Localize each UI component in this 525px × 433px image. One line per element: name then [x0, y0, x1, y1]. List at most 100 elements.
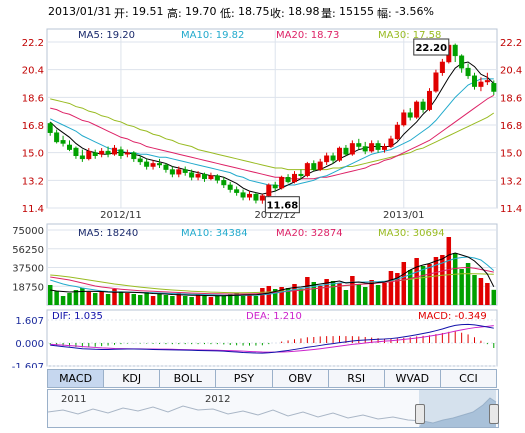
- low-label: 低:: [220, 7, 235, 20]
- navigator-sparkline: [48, 397, 497, 427]
- candle-body: [182, 169, 188, 173]
- date-axis-label: 2012/11: [100, 210, 142, 221]
- volume-bar: [260, 288, 265, 305]
- volume-tick: 18750: [12, 282, 44, 293]
- time-navigator[interactable]: 2011 2012: [47, 389, 499, 428]
- candle-body: [253, 193, 259, 201]
- candle-body: [67, 144, 72, 150]
- tab-obv[interactable]: OBV: [271, 369, 328, 388]
- high-value: 19.70: [185, 5, 217, 18]
- min-price-box: [264, 196, 300, 214]
- candle-body: [465, 67, 471, 77]
- candle-body: [285, 177, 291, 183]
- high-label: 高:: [167, 7, 182, 20]
- price-tick-left: 16.8: [22, 121, 44, 132]
- candle-body: [73, 147, 79, 156]
- price-tick-right: 18.6: [500, 93, 522, 104]
- price-tick-right: 15.0: [500, 149, 522, 160]
- volume-bar: [182, 296, 188, 305]
- volume-legend-ma30: MA30: 30694: [378, 228, 445, 239]
- candle-body: [394, 124, 400, 140]
- candle-body: [491, 83, 497, 92]
- navigator-year-2012: 2012: [205, 394, 231, 405]
- volume-tick: 37500: [12, 264, 44, 275]
- candle-body: [176, 169, 182, 175]
- stock-chart[interactable]: 22.2 22.2 20.4 20.4 18.6 18.6 16.8 16.8 15.0 15.0…: [0, 0, 525, 368]
- tab-cci[interactable]: CCI: [439, 369, 497, 388]
- tab-boll[interactable]: BOLL: [159, 369, 216, 388]
- volume-bar: [144, 292, 149, 305]
- candle-body: [472, 75, 477, 87]
- price-ma-line: [49, 78, 494, 187]
- price-legend-ma20: MA20: 18.73: [276, 30, 339, 41]
- navigator-right-handle[interactable]: [489, 404, 499, 424]
- volume-bar: [163, 295, 169, 305]
- volume-bar: [99, 292, 104, 305]
- volume-bar: [176, 293, 182, 305]
- tab-wvad[interactable]: WVAD: [383, 369, 440, 388]
- volume-bar: [433, 257, 439, 305]
- price-tick-left: 11.4: [22, 204, 44, 215]
- volume-bar: [317, 286, 323, 305]
- volume-bar: [292, 284, 297, 305]
- candle-body: [388, 138, 394, 147]
- volume-bar: [305, 277, 310, 305]
- price-tick-left: 15.0: [22, 149, 44, 160]
- tab-macd[interactable]: MACD: [47, 369, 104, 388]
- volume-bar: [137, 295, 143, 305]
- price-tick-left: 20.4: [22, 66, 44, 77]
- candle-body: [317, 161, 323, 170]
- candle-body: [86, 150, 92, 160]
- volume-bar: [375, 285, 381, 305]
- volume-bar: [150, 296, 156, 305]
- open-value: 19.51: [132, 5, 164, 18]
- candle-body: [60, 140, 66, 144]
- candle-body: [240, 192, 246, 198]
- macd-tick: 1.607: [15, 316, 44, 327]
- candle-body: [214, 175, 220, 181]
- volume-bar: [80, 288, 85, 305]
- volume-tick: 56250: [12, 245, 44, 256]
- volume-bar: [407, 270, 413, 305]
- change-label: 幅:: [377, 7, 392, 20]
- date-axis-label: 2013/01: [383, 210, 425, 221]
- candle-body: [208, 175, 214, 180]
- tab-psy[interactable]: PSY: [215, 369, 272, 388]
- candle-body: [124, 152, 130, 155]
- candle-body: [150, 163, 156, 167]
- volume-bar: [189, 297, 194, 305]
- candle-body: [92, 152, 98, 156]
- volume-tick: 75000: [12, 226, 44, 237]
- candle-body: [362, 146, 368, 152]
- candle-body: [337, 147, 342, 161]
- volume-bar: [118, 292, 124, 305]
- open-label: 开:: [114, 7, 129, 20]
- volume-bar: [272, 289, 278, 305]
- tab-kdj[interactable]: KDJ: [103, 369, 160, 388]
- navigator-left-handle[interactable]: [415, 404, 425, 424]
- volume-bar: [112, 289, 117, 305]
- tab-rsi[interactable]: RSI: [327, 369, 384, 388]
- volume-bar: [472, 275, 477, 305]
- volume-bar: [234, 293, 239, 305]
- volume-bar: [221, 296, 227, 305]
- volume-bar: [247, 295, 252, 305]
- quote-date: 2013/01/31: [48, 5, 112, 18]
- price-panel-frame: [46, 28, 498, 209]
- volume-bar: [240, 296, 246, 305]
- volume-bar: [446, 237, 452, 305]
- candle-body: [272, 184, 278, 189]
- volume-bar: [279, 287, 284, 305]
- macd-legend-dif: DIF: 1.035: [52, 311, 103, 322]
- max-price-box: [413, 38, 450, 56]
- candle-body: [163, 164, 169, 170]
- volume-legend-ma10: MA10: 34384: [181, 228, 248, 239]
- candle-body: [189, 172, 195, 178]
- volume-bar: [47, 285, 53, 305]
- volume-bar: [369, 280, 374, 305]
- volume-bar: [208, 297, 214, 305]
- price-ma-line: [50, 94, 495, 180]
- volume-value: 15155: [339, 5, 374, 18]
- volume-bar: [311, 282, 317, 305]
- navigator-selection[interactable]: [419, 390, 496, 427]
